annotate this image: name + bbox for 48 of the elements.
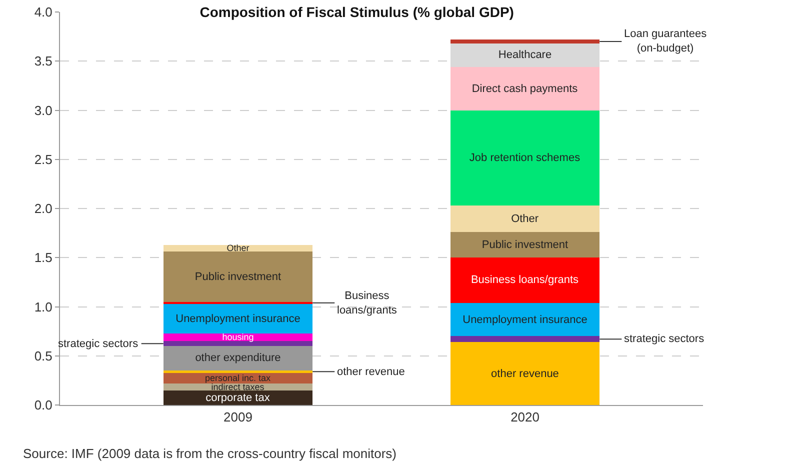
x-tick-label: 2009 (224, 410, 252, 425)
series-label: Direct cash payments (472, 83, 578, 95)
series-label: other expenditure (195, 352, 281, 364)
y-tick-label: 3.5 (34, 54, 52, 69)
bar (163, 346, 313, 371)
bar (450, 206, 600, 232)
series-label: Job retention schemes (469, 152, 581, 164)
y-tick-label: 0.5 (34, 348, 52, 364)
series-label: Public investment (482, 239, 568, 251)
bar (450, 43, 600, 68)
series-label: Other (226, 243, 250, 253)
bar (450, 258, 600, 303)
series-label: Healthcare (498, 49, 552, 61)
series-label: personal inc. tax (204, 373, 272, 383)
y-tick-label: 2.0 (34, 201, 52, 216)
text: Unemployment insurance (462, 314, 588, 326)
text: Public investment (194, 271, 282, 283)
y-tick-label: 1.5 (34, 250, 52, 266)
series-label: indirect taxes (211, 382, 265, 392)
bar (163, 304, 313, 334)
text: other revenue (491, 368, 559, 380)
bar (163, 341, 313, 346)
bar (450, 302, 600, 336)
text: Business loans/grants (337, 290, 397, 316)
text: Other (511, 213, 539, 225)
chart-title: Composition of Fiscal Stimulus (% global GDP) (200, 4, 514, 20)
text: strategic sectors (624, 333, 705, 345)
source-note: Source: IMF (2009 data is from the cross-country fiscal monitors) (23, 446, 397, 461)
bar (450, 110, 600, 206)
series-label: housing (222, 332, 254, 342)
text: other revenue (337, 366, 405, 378)
bar (450, 232, 600, 258)
bar (450, 40, 600, 44)
y-tick-label: 2.5 (34, 152, 52, 167)
text: strategic sectors (58, 338, 138, 350)
series-label: Unemployment insurance (176, 313, 300, 325)
series-label: corporate tax (206, 392, 270, 404)
y-tick-label: 0.0 (34, 398, 52, 413)
text: Loan guarantees (on-budget) (624, 28, 708, 54)
series-label: Business loans/grants (470, 274, 580, 286)
y-tick-label: 1.0 (34, 299, 52, 314)
bar (163, 252, 313, 302)
bar (450, 342, 600, 405)
y-tick-label: 3.0 (34, 102, 52, 118)
x-tick-label: 2020 (510, 410, 540, 425)
bar (450, 336, 600, 342)
y-tick-label: 4.0 (34, 4, 52, 20)
bar (450, 67, 600, 110)
